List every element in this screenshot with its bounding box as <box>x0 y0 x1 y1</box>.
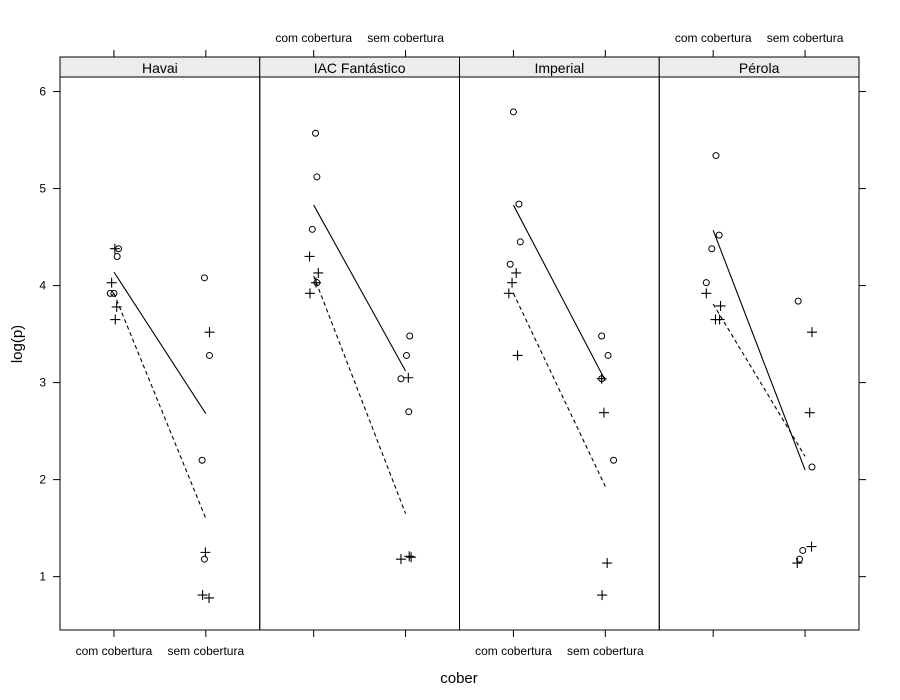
circle-series-line <box>712 230 806 471</box>
plus-point <box>512 350 523 361</box>
x-tick-label: sem cobertura <box>767 31 844 45</box>
plus-point <box>806 541 817 552</box>
x-tick-label: com cobertura <box>76 644 153 658</box>
plus-point <box>106 277 117 288</box>
circle-point <box>405 408 413 416</box>
circle-series-line <box>313 204 407 372</box>
plus-point <box>596 373 607 384</box>
plus-point <box>792 558 803 569</box>
plus-point <box>204 592 215 603</box>
x-tick-label: sem cobertura <box>367 31 444 45</box>
plus-point <box>597 590 608 601</box>
circle-point <box>110 289 118 297</box>
circle-point <box>113 252 121 260</box>
plus-point <box>304 251 315 262</box>
plus-series-line <box>712 303 806 457</box>
plus-point <box>598 407 609 418</box>
circle-point <box>712 152 720 160</box>
circle-point <box>509 108 517 116</box>
x-tick-label: com cobertura <box>475 644 552 658</box>
circle-point <box>106 289 114 297</box>
axes-layer: com cobertura sem cobertura com cobertura s… <box>39 31 866 658</box>
x-axis-title: cober <box>440 670 478 687</box>
plus-point <box>804 407 815 418</box>
panel-1: Havai <box>59 56 261 631</box>
circle-point <box>402 351 410 359</box>
plus-point <box>503 288 514 299</box>
circle-point <box>515 200 523 208</box>
panel-2: IAC Fantástico <box>259 56 460 631</box>
circle-point <box>610 456 618 464</box>
plus-point <box>507 277 518 288</box>
circle-point <box>794 297 802 305</box>
circle-point <box>198 456 206 464</box>
circle-point <box>796 555 804 563</box>
plus-point <box>313 267 324 278</box>
y-tick-label: 3 <box>39 376 46 390</box>
y-tick-label: 5 <box>39 182 46 196</box>
circle-point <box>406 332 414 340</box>
plus-point <box>602 558 613 569</box>
plus-point <box>310 277 321 288</box>
circle-point <box>708 245 716 253</box>
plus-point <box>110 314 121 325</box>
plus-point <box>109 243 120 254</box>
plus-point <box>511 267 522 278</box>
plus-point <box>204 327 215 338</box>
circle-point <box>604 351 612 359</box>
y-tick-label: 2 <box>39 473 46 487</box>
circle-point <box>397 375 405 383</box>
panel-frame <box>259 76 460 631</box>
x-tick-label: sem cobertura <box>567 644 644 658</box>
y-axis-title: log(p) <box>9 325 26 363</box>
plus-point <box>111 301 122 312</box>
circle-point <box>205 351 213 359</box>
circle-series-line <box>512 204 606 381</box>
circle-point <box>598 332 606 340</box>
panel-4: Pérola <box>658 56 860 631</box>
panel-strip-label: Havai <box>142 60 178 76</box>
plus-point <box>200 547 211 558</box>
circle-series-line <box>113 271 207 414</box>
panel-strip-label: IAC Fantástico <box>314 60 406 76</box>
plus-point <box>197 590 208 601</box>
plus-series-line <box>512 293 606 487</box>
panel-frame <box>59 76 261 631</box>
circle-point <box>799 546 807 554</box>
plus-point <box>403 372 414 383</box>
circle-point <box>808 463 816 471</box>
panels-layer: Havai IAC Fantástico Imperial Pérola <box>59 56 860 631</box>
plus-point <box>715 300 726 311</box>
plus-point <box>806 327 817 338</box>
x-tick-label: sem cobertura <box>167 644 244 658</box>
y-tick-label: 1 <box>39 570 46 584</box>
plus-point <box>714 314 725 325</box>
circle-point <box>313 173 321 181</box>
plus-point <box>404 551 415 562</box>
circle-point <box>200 555 208 563</box>
circle-point <box>715 231 723 239</box>
plus-point <box>701 288 712 299</box>
y-tick-label: 6 <box>39 85 46 99</box>
plus-point <box>395 554 406 565</box>
panel-frame <box>658 76 860 631</box>
plus-point <box>406 552 417 563</box>
plus-series-line <box>113 293 207 519</box>
panel-strip-label: Imperial <box>534 60 584 76</box>
circle-point <box>516 238 524 246</box>
panel-strip-label: Pérola <box>739 60 780 76</box>
circle-point <box>312 129 320 137</box>
x-tick-label: com cobertura <box>675 31 752 45</box>
plus-series-line <box>313 275 407 514</box>
x-tick-label: com cobertura <box>275 31 352 45</box>
circle-point <box>308 225 316 233</box>
circle-point <box>200 274 208 282</box>
panel-frame <box>459 76 660 631</box>
panel-3: Imperial <box>459 56 660 631</box>
circle-point <box>702 279 710 287</box>
y-tick-label: 4 <box>39 279 46 293</box>
circle-point <box>506 260 514 268</box>
plus-point <box>305 288 316 299</box>
